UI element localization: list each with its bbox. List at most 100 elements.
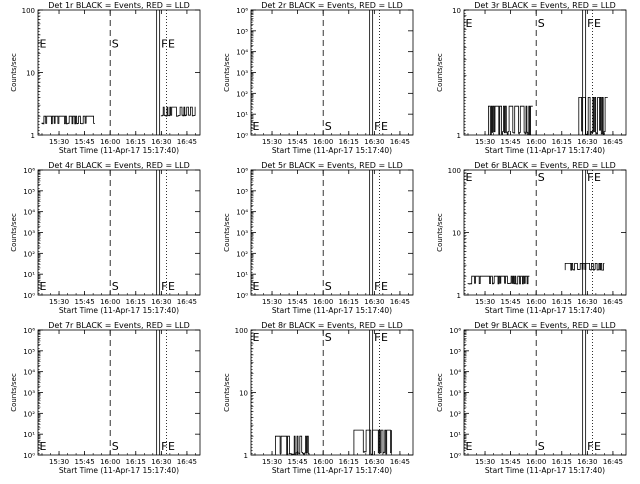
panel-det-1: Det 1r BLACK = Events, RED = LLD 1 10 100 Co… — [10, 1, 201, 155]
y-tick-label: 10 — [452, 7, 461, 15]
panel-title: Det 1r BLACK = Events, RED = LLD — [48, 1, 190, 10]
panel-det-5: Det 5r BLACK = Events, RED = LLD 10⁰ 10¹ 10… — [223, 161, 414, 315]
x-tick-label: 16:30 — [151, 298, 171, 306]
panel-title: Det 2r BLACK = Events, RED = LLD — [261, 1, 403, 10]
marker-label: E — [40, 38, 47, 51]
events-trace — [564, 263, 605, 271]
x-tick-label: 15:45 — [288, 298, 308, 306]
y-tick-label: 10⁴ — [236, 209, 248, 217]
panel-title: Det 3r BLACK = Events, RED = LLD — [474, 1, 616, 10]
y-tick-label: 10³ — [449, 390, 461, 398]
y-tick-label: 1 — [457, 292, 461, 300]
panel-title: Det 4r BLACK = Events, RED = LLD — [48, 161, 190, 170]
marker-label: E — [466, 171, 473, 184]
marker-label: E — [168, 280, 175, 293]
x-tick-label: 16:00 — [100, 138, 120, 146]
marker-label: E — [466, 17, 473, 30]
y-tick-label: 10⁶ — [23, 167, 35, 175]
y-tick-label: 10⁴ — [236, 49, 248, 57]
panel-det-4: Det 4r BLACK = Events, RED = LLD 10⁰ 10¹ 10… — [10, 161, 201, 315]
y-tick-label: 100 — [22, 7, 35, 15]
y-tick-label: 10¹ — [23, 271, 35, 279]
y-tick-label: 1 — [31, 132, 35, 140]
panel-title: Det 8r BLACK = Events, RED = LLD — [261, 321, 403, 330]
events-trace — [275, 435, 310, 456]
panel-det-8: Det 8r BLACK = Events, RED = LLD 1 10 100 Co… — [223, 321, 414, 475]
marker-label: S — [538, 171, 545, 184]
x-tick-label: 16:30 — [364, 298, 384, 306]
panel-det-2: Det 2r BLACK = Events, RED = LLD 10⁰ 10¹ 10… — [223, 1, 414, 155]
x-tick-label: 16:00 — [313, 458, 333, 466]
y-tick-label: 10⁵ — [449, 348, 461, 356]
x-tick-label: 16:00 — [526, 458, 546, 466]
x-tick-label: 16:30 — [577, 458, 597, 466]
x-tick-label: 16:30 — [151, 458, 171, 466]
y-tick-label: 10⁵ — [236, 188, 248, 196]
y-tick-label: 10⁶ — [23, 327, 35, 335]
marker-label: S — [538, 17, 545, 30]
x-tick-label: 16:45 — [603, 298, 623, 306]
marker-label: E — [381, 120, 388, 133]
x-tick-label: 15:45 — [75, 298, 95, 306]
y-tick-label: 10⁰ — [23, 452, 35, 460]
y-tick-label: 10 — [26, 70, 35, 78]
marker-label: F — [374, 280, 380, 293]
marker-label: F — [374, 331, 380, 344]
x-axis-label: Start Time (11-Apr-17 15:17:40) — [485, 146, 605, 155]
x-tick-label: 16:00 — [526, 298, 546, 306]
x-tick-label: 16:00 — [100, 458, 120, 466]
panel-det-7: Det 7r BLACK = Events, RED = LLD 10⁰ 10¹ 10… — [10, 321, 201, 475]
plot-frame — [37, 329, 201, 456]
plot-frame — [37, 169, 201, 296]
y-tick-label: 10⁵ — [23, 188, 35, 196]
marker-label: F — [161, 280, 167, 293]
x-axis-label: Start Time (11-Apr-17 15:17:40) — [485, 306, 605, 315]
plot-frame — [463, 329, 627, 456]
x-tick-label: 16:30 — [577, 298, 597, 306]
x-tick-label: 16:00 — [313, 298, 333, 306]
events-trace — [578, 97, 608, 136]
y-axis-label: Counts/sec — [223, 213, 231, 252]
y-tick-label: 10³ — [236, 70, 248, 78]
x-tick-label: 16:45 — [603, 458, 623, 466]
x-axis-label: Start Time (11-Apr-17 15:17:40) — [59, 306, 179, 315]
panel-det-6: Det 6r BLACK = Events, RED = LLD 1 10 100 Co… — [436, 161, 627, 315]
marker-label: E — [253, 120, 260, 133]
y-axis-label: Counts/sec — [436, 53, 444, 92]
x-tick-label: 15:45 — [75, 138, 95, 146]
marker-label: S — [112, 440, 119, 453]
x-tick-label: 15:30 — [475, 458, 495, 466]
marker-label: E — [40, 280, 47, 293]
y-tick-label: 10³ — [236, 230, 248, 238]
x-tick-label: 15:45 — [501, 458, 521, 466]
y-tick-label: 10 — [239, 390, 248, 398]
x-tick-label: 16:15 — [126, 298, 146, 306]
y-tick-label: 10³ — [23, 230, 35, 238]
x-tick-label: 16:15 — [339, 458, 359, 466]
events-trace — [41, 115, 95, 125]
x-tick-label: 15:45 — [288, 138, 308, 146]
marker-label: E — [40, 440, 47, 453]
marker-label: S — [325, 331, 332, 344]
y-tick-label: 10⁰ — [236, 292, 248, 300]
panel-title: Det 7r BLACK = Events, RED = LLD — [48, 321, 190, 330]
events-trace — [160, 106, 196, 117]
events-trace — [488, 105, 533, 136]
x-tick-label: 15:30 — [49, 298, 69, 306]
y-axis-label: Counts/sec — [436, 213, 444, 252]
panel-title: Det 6r BLACK = Events, RED = LLD — [474, 161, 616, 170]
x-tick-label: 15:30 — [262, 138, 282, 146]
marker-label: E — [594, 171, 601, 184]
y-tick-label: 10⁵ — [236, 28, 248, 36]
x-tick-label: 15:45 — [501, 298, 521, 306]
x-tick-label: 16:45 — [177, 298, 197, 306]
y-tick-label: 10⁴ — [23, 209, 35, 217]
marker-label: F — [587, 171, 593, 184]
y-tick-label: 10⁵ — [23, 348, 35, 356]
plot-frame — [250, 169, 414, 296]
x-axis-label: Start Time (11-Apr-17 15:17:40) — [59, 146, 179, 155]
x-tick-label: 15:30 — [262, 298, 282, 306]
marker-label: S — [325, 280, 332, 293]
